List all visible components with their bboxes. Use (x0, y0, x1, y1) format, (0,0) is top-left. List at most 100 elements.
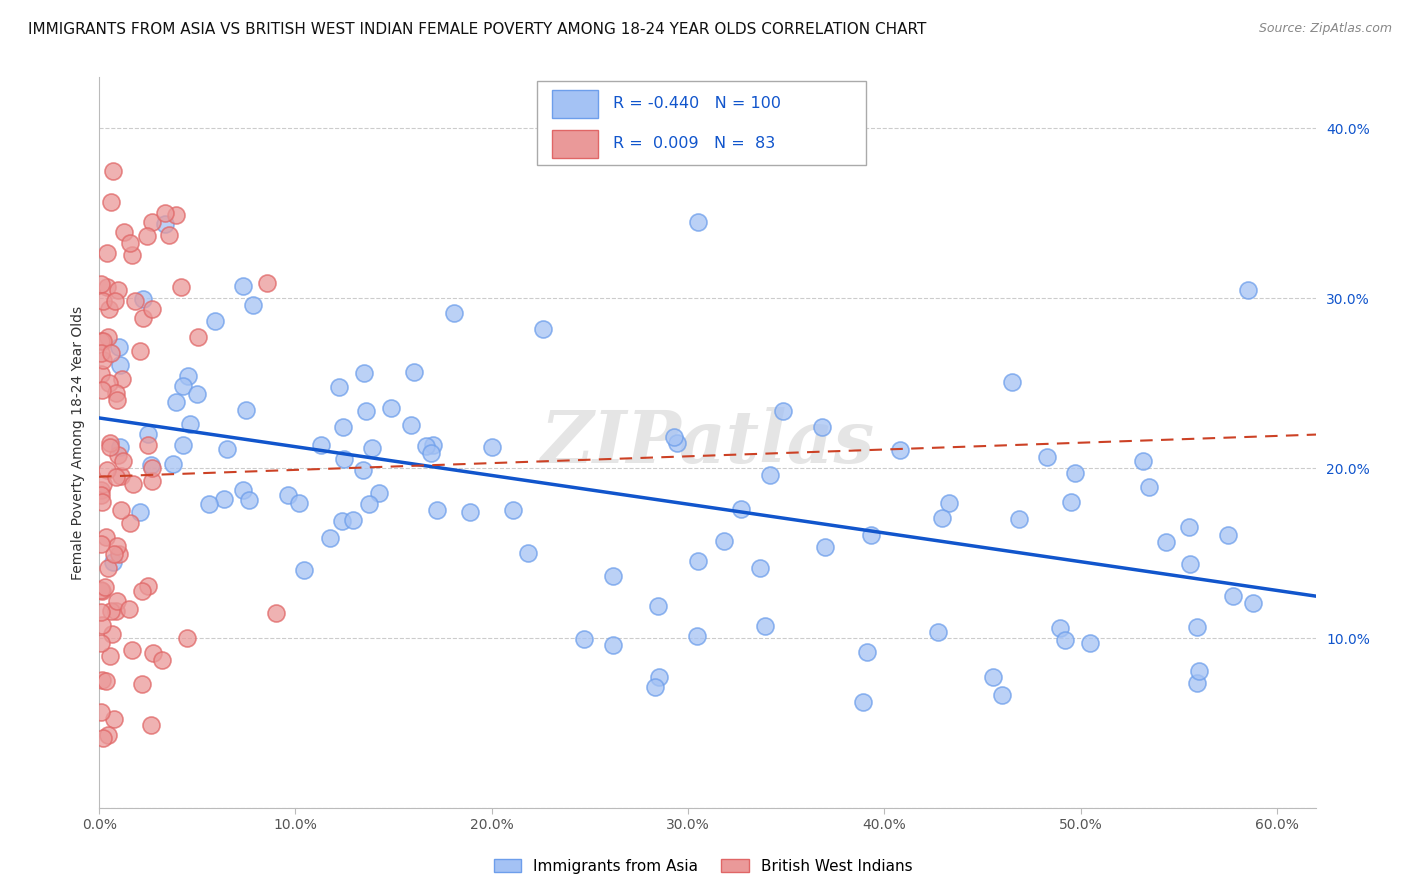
Point (352, 463, 374, 477)
Point (90, 495, 112, 509)
Point (811, 420, 834, 434)
Point (309, 438, 332, 452)
Point (138, 426, 160, 441)
Point (96, 280, 118, 294)
Point (852, 695, 875, 709)
Point (927, 625, 949, 640)
Point (644, 681, 666, 695)
Point (105, 392, 128, 407)
Point (1139, 479, 1161, 493)
Point (232, 278, 254, 293)
Point (90, 277, 112, 291)
Point (121, 643, 143, 657)
Point (647, 599, 669, 614)
Point (165, 209, 187, 223)
Point (124, 293, 146, 308)
Point (141, 458, 163, 472)
FancyBboxPatch shape (553, 90, 598, 118)
Point (333, 451, 356, 466)
Point (90, 583, 112, 598)
Point (572, 632, 595, 646)
Point (136, 438, 159, 452)
Point (129, 344, 152, 359)
Point (100, 604, 122, 618)
Point (110, 502, 132, 516)
Point (91, 673, 114, 688)
Point (458, 506, 481, 520)
FancyBboxPatch shape (553, 130, 598, 158)
Point (602, 638, 624, 652)
Point (103, 547, 125, 561)
Point (198, 497, 221, 511)
Text: Source: ZipAtlas.com: Source: ZipAtlas.com (1258, 22, 1392, 36)
Point (111, 372, 134, 386)
Point (104, 469, 127, 483)
Point (889, 443, 911, 458)
Point (277, 488, 299, 502)
Point (97, 330, 120, 344)
Point (648, 670, 671, 684)
Point (105, 539, 128, 553)
Point (142, 646, 165, 660)
Point (105, 594, 128, 608)
Point (730, 502, 752, 516)
Point (90, 367, 112, 381)
Point (186, 387, 208, 401)
Point (602, 569, 624, 583)
Point (1036, 450, 1059, 465)
Point (108, 440, 131, 454)
Point (98, 436, 121, 450)
Point (353, 367, 375, 381)
Legend: Immigrants from Asia, British West Indians: Immigrants from Asia, British West India… (488, 853, 918, 880)
Point (1001, 376, 1024, 390)
Point (232, 483, 254, 498)
Point (328, 380, 350, 394)
Point (121, 247, 143, 261)
Point (422, 438, 444, 452)
Point (931, 511, 953, 525)
Point (1060, 495, 1083, 509)
Point (217, 442, 239, 457)
Point (153, 217, 176, 231)
Point (517, 546, 540, 560)
Point (772, 403, 794, 417)
Point (1188, 664, 1211, 678)
Point (98, 648, 121, 663)
Point (1049, 621, 1071, 635)
Point (356, 404, 378, 418)
Point (713, 534, 735, 549)
Point (1222, 589, 1244, 603)
Point (103, 712, 125, 726)
Point (1177, 520, 1199, 534)
Point (97, 561, 120, 575)
Point (90, 345, 112, 359)
Point (90, 537, 112, 551)
Point (97, 728, 120, 742)
Point (242, 298, 264, 312)
Point (97, 301, 120, 316)
Point (380, 401, 402, 415)
Point (91, 731, 114, 745)
Point (132, 311, 155, 326)
Point (139, 717, 162, 731)
Point (856, 644, 879, 658)
Point (177, 368, 200, 383)
Point (91, 476, 114, 491)
Point (172, 379, 194, 393)
Point (238, 493, 260, 508)
Point (141, 460, 163, 475)
Point (419, 446, 441, 460)
Point (426, 503, 449, 517)
Point (1241, 596, 1264, 610)
Point (1132, 454, 1154, 468)
Point (759, 468, 782, 483)
Point (96, 530, 118, 544)
Point (748, 561, 770, 575)
Point (357, 497, 380, 511)
Point (399, 417, 422, 432)
Point (287, 496, 309, 510)
Point (1236, 283, 1258, 297)
Point (662, 430, 685, 444)
Point (1187, 620, 1209, 634)
Point (264, 606, 287, 620)
